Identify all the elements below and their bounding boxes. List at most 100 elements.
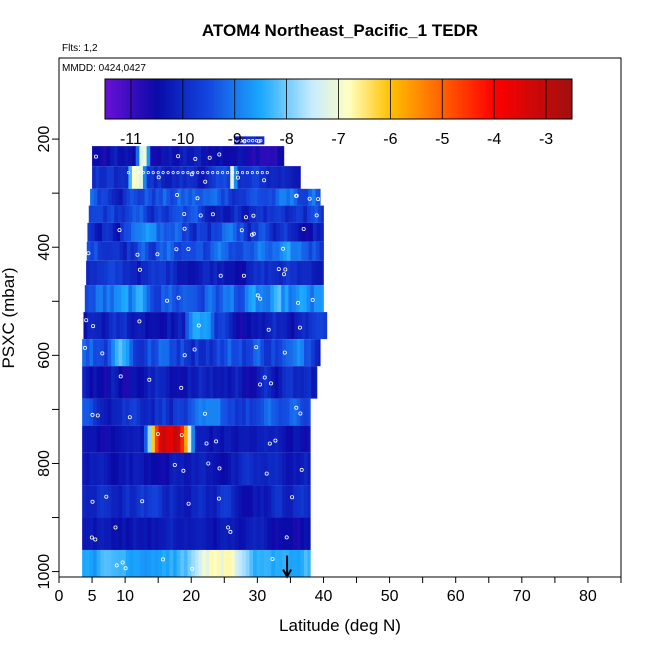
heat-cell <box>213 188 218 206</box>
heat-cell <box>165 517 170 550</box>
colorbar-segment <box>294 79 298 119</box>
heat-cell <box>141 241 146 261</box>
heat-cell <box>245 425 250 453</box>
heat-cell <box>136 549 141 577</box>
heat-cell <box>234 398 239 426</box>
heat-cell <box>186 205 191 223</box>
observation-point <box>179 385 184 390</box>
heat-cell <box>259 205 264 223</box>
heat-cell <box>111 549 116 577</box>
heat-cell <box>89 339 94 367</box>
heat-cell <box>254 312 259 340</box>
observation-point <box>265 171 269 175</box>
heat-cell <box>129 398 134 426</box>
heat-cell <box>100 398 105 426</box>
colorbar-segment <box>522 79 526 119</box>
heat-cell <box>306 285 311 313</box>
heat-cell <box>131 222 136 242</box>
heat-cell <box>307 485 311 518</box>
observation-point <box>151 171 155 175</box>
heat-cell <box>155 188 160 206</box>
heat-cell <box>263 339 268 367</box>
heat-cell <box>133 425 138 453</box>
heat-cell <box>161 146 166 167</box>
heat-cell <box>97 188 102 206</box>
observation-point <box>104 494 109 499</box>
heat-cell <box>260 188 266 206</box>
heat-cell <box>130 188 135 206</box>
heat-cell <box>93 260 98 286</box>
heat-cell <box>143 339 148 367</box>
heat-cell <box>172 146 177 167</box>
heat-cell <box>93 485 98 518</box>
heat-cell <box>250 188 255 206</box>
colorbar-segment <box>328 79 332 119</box>
observation-point <box>251 139 255 143</box>
colorbar-segment <box>512 79 516 119</box>
heat-cell <box>85 517 90 550</box>
heat-cell <box>311 366 316 399</box>
heat-cell <box>151 366 156 399</box>
heat-cell <box>133 517 138 550</box>
heat-cell <box>175 166 180 189</box>
heat-cell <box>265 222 270 242</box>
heat-cell <box>296 339 301 367</box>
heat-cell <box>307 549 311 577</box>
heat-cell <box>193 166 198 189</box>
heat-cell <box>271 398 276 426</box>
heat-cell <box>89 517 94 550</box>
observation-point <box>283 267 288 272</box>
observation-point <box>155 432 160 437</box>
colorbar-segment <box>333 79 337 119</box>
heat-cell <box>168 166 173 189</box>
heat-cell <box>226 146 231 167</box>
x-tick-label: 5 <box>88 588 97 605</box>
heat-cell <box>282 517 287 550</box>
heat-cell <box>215 166 220 189</box>
heat-cell <box>125 398 130 426</box>
heat-cell <box>234 136 239 145</box>
heat-cell <box>191 517 196 550</box>
heat-cell <box>119 312 124 340</box>
heat-cell <box>147 485 152 518</box>
heat-cell <box>197 146 202 167</box>
colorbar-segment <box>483 79 487 119</box>
colorbar-segment <box>291 79 295 119</box>
heat-cell <box>205 485 210 518</box>
colorbar-segment <box>281 79 285 119</box>
axes: 0 5 10 20 30 40 50 60 70 80 200 400 600 800 1000 <box>36 57 622 605</box>
observation-point <box>207 155 212 160</box>
colorbar-segment <box>224 79 228 119</box>
colorbar-segment <box>507 79 511 119</box>
observation-point <box>131 171 135 175</box>
observation-point <box>114 563 119 568</box>
heat-cell <box>252 146 257 167</box>
colorbar-segment <box>424 79 428 119</box>
colorbar-segment <box>154 79 158 119</box>
heat-cell <box>122 485 127 518</box>
heat-cell <box>209 452 214 486</box>
observation-point <box>262 178 267 183</box>
heat-cell <box>138 222 143 242</box>
heat-cell <box>259 146 264 167</box>
heat-cell <box>202 188 207 206</box>
heat-cell <box>136 452 141 486</box>
heat-cell <box>241 146 246 167</box>
colorbar-segment <box>478 79 482 119</box>
colorbar-segment <box>185 79 189 119</box>
heat-cell <box>299 285 304 313</box>
heat-cell <box>91 222 96 242</box>
heat-cell <box>103 366 108 399</box>
heat-cell <box>275 188 280 206</box>
heat-cell <box>313 285 318 313</box>
colorbar-segment <box>369 79 373 119</box>
heat-cell <box>287 222 292 242</box>
heat-cell <box>103 517 108 550</box>
heat-cell <box>278 485 283 518</box>
heat-cell <box>173 260 178 286</box>
heat-cell <box>103 549 108 577</box>
heat-cell <box>128 205 133 223</box>
observation-point <box>136 171 140 175</box>
heat-cell <box>278 398 283 426</box>
heat-cell <box>162 398 167 426</box>
